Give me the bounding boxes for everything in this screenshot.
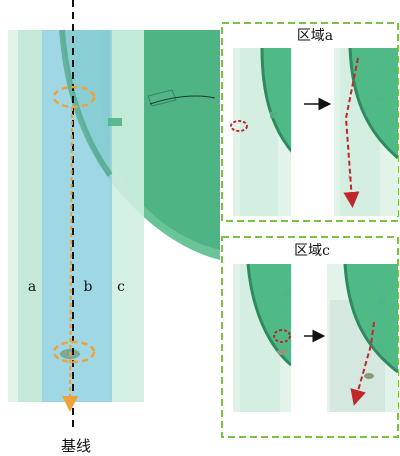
region-a-after-image: [334, 48, 398, 216]
strip-part-top: [108, 118, 122, 126]
baseline-label: 基线: [61, 437, 91, 455]
strip-label-a: a: [28, 279, 36, 295]
strip-label-b: b: [84, 279, 93, 295]
orange-trajectory: [62, 106, 79, 412]
region-c-before-image: [233, 264, 291, 412]
panel-region-a: 区域a: [221, 22, 399, 222]
main-view: a b c 基线: [8, 0, 220, 455]
disc-crack: [149, 95, 216, 105]
region-c-red-trajectory: [350, 321, 375, 406]
orange-ellipse-top: [52, 85, 96, 109]
panel-region-c-title: 区域c: [294, 243, 330, 259]
panel-region-a-title: 区域a: [297, 28, 333, 44]
orange-ellipse-bottom: [52, 340, 96, 364]
strip-a: [18, 30, 42, 402]
region-c-red-ellipse: [273, 329, 291, 343]
region-a-before-image: [233, 48, 291, 216]
panel-region-c: 区域c: [221, 236, 399, 438]
disc-edge: [59, 29, 113, 177]
strip-b: [42, 30, 112, 402]
strip-c-background: [110, 30, 144, 402]
region-a-red-ellipse: [230, 120, 248, 132]
strip-label-c: c: [117, 279, 125, 295]
region-a-red-trajectory: [343, 57, 360, 208]
region-c-after-image: [327, 264, 398, 412]
